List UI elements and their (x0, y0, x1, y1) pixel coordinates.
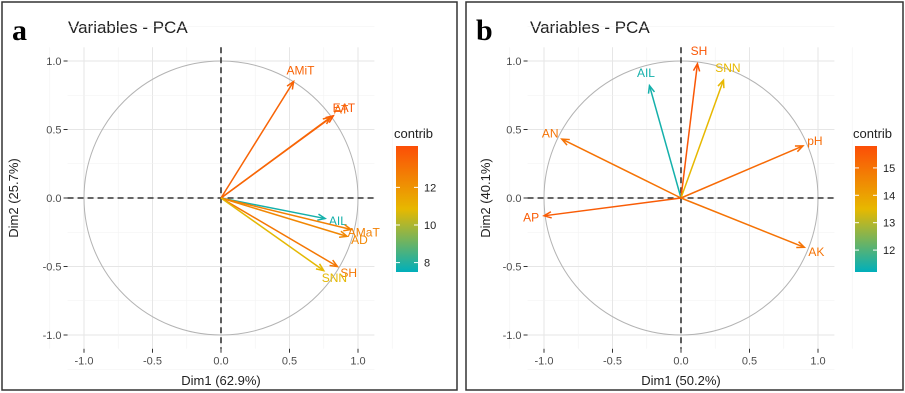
panel-a: a Variables - PCA -1.0 -0.5 0.0 0.5 1.0-1.0-… (1, 1, 458, 391)
x-tick-label: -1.0 (75, 356, 94, 368)
y-tick-label: 0.5 (46, 125, 61, 137)
arrowhead (717, 78, 725, 89)
panel-b-vectors: AIL SH SNN AN pH AP AK (523, 44, 824, 259)
x-tick-label: 1.0 (350, 356, 365, 368)
arrowhead (343, 224, 354, 232)
panel-a-ticks: -1.0 -0.5 0.0 0.5 1.0 -1.0 -0.5 0.0 0.5 1.0 (43, 56, 366, 368)
legend-tick-label: 12 (424, 182, 436, 194)
panel-b-legend-title: contrib (853, 126, 892, 141)
y-tick-label: -0.5 (43, 262, 62, 274)
panel-b: b Variables - PCA -1.0 -0.5 0.0 0.5 1.0-1.0-… (465, 1, 904, 391)
panel-b-legend-bar (855, 146, 877, 272)
arrowhead (692, 61, 701, 72)
vector-ail (220, 197, 326, 220)
arrowhead (329, 259, 340, 268)
arrowhead (317, 213, 328, 221)
x-tick-label: 0.0 (673, 356, 688, 368)
vector-ak (680, 197, 805, 249)
panel-a-legend-ticks: 8 10 12 (396, 182, 436, 270)
arrowhead (339, 230, 349, 238)
y-tick-label: -0.5 (503, 262, 522, 274)
vector-an (561, 138, 682, 199)
arrowhead (286, 79, 295, 90)
arrowhead (315, 263, 326, 272)
x-tick-label: 0.5 (282, 356, 297, 368)
panel-a-border (1, 1, 458, 391)
y-tick-label: 0.0 (506, 193, 521, 205)
arrowhead (542, 211, 552, 219)
panel-a-title: Variables - PCA (68, 18, 188, 37)
vector-amit (220, 81, 295, 199)
vector-label-an: AN (542, 126, 559, 140)
panel-b-xlabel: Dim1 (50.2%) (641, 373, 720, 388)
panel-a-legend-bar (396, 146, 418, 272)
vector-ad (220, 197, 348, 238)
vector-ph (680, 145, 804, 199)
vector-sh (680, 63, 699, 199)
legend-tick-label: 10 (424, 220, 436, 232)
vector-sh (220, 197, 338, 268)
legend-tick-label: 8 (424, 258, 430, 270)
vector-label-ail: AIL (637, 66, 655, 80)
vector-amat (220, 197, 352, 231)
vector-label-ap: AP (523, 210, 539, 224)
y-tick-label: 1.0 (46, 56, 61, 68)
x-tick-label: 0.0 (213, 356, 228, 368)
y-tick-label: -1.0 (503, 330, 522, 342)
vector-label-ph: pH (807, 134, 822, 148)
vector-ap (543, 197, 682, 217)
vector-label-amit: AMiT (286, 64, 315, 78)
vector-label-ad: AD (351, 233, 368, 247)
x-tick-label: 1.0 (810, 356, 825, 368)
x-tick-label: 0.5 (742, 356, 757, 368)
y-tick-label: 0.0 (46, 193, 61, 205)
legend-tick-label: 15 (883, 163, 895, 175)
y-tick-label: -1.0 (43, 330, 62, 342)
vector-label-eat: EAT (333, 101, 356, 115)
panel-a-letter: a (12, 14, 27, 47)
vector-snn (220, 197, 325, 272)
vector-at (220, 116, 332, 199)
x-tick-label: -0.5 (143, 356, 162, 368)
y-tick-label: 1.0 (506, 56, 521, 68)
vector-ail (648, 85, 682, 199)
vector-label-amat: AMaT (348, 226, 381, 240)
arrowhead (647, 83, 656, 94)
x-tick-label: -1.0 (535, 356, 554, 368)
legend-tick-label: 13 (883, 218, 895, 230)
panel-b-legend-ticks: 12 13 14 15 (855, 163, 895, 257)
x-tick-label: -0.5 (603, 356, 622, 368)
y-tick-label: 0.5 (506, 125, 521, 137)
arrowhead (794, 145, 805, 153)
arrowhead (322, 116, 333, 125)
vector-label-sh: SH (691, 44, 708, 58)
vector-label-snn: SNN (715, 61, 740, 75)
panel-a-legend-title: contrib (394, 126, 433, 141)
vector-label-sh: SH (340, 266, 357, 280)
legend-tick-label: 14 (883, 190, 895, 202)
panel-a-xlabel: Dim1 (62.9%) (181, 373, 260, 388)
panel-b-ylabel: Dim2 (40.1%) (478, 158, 493, 237)
panel-b-ticks: -1.0 -0.5 0.0 0.5 1.0 -1.0 -0.5 0.0 0.5 1.0 (503, 56, 826, 368)
panel-b-title: Variables - PCA (530, 18, 650, 37)
panel-a-ylabel: Dim2 (25.7%) (6, 158, 21, 237)
vector-snn (680, 79, 725, 199)
panel-b-letter: b (476, 14, 493, 47)
arrowhead (560, 138, 570, 146)
vector-label-at: AT (334, 102, 349, 116)
vector-label-ak: AK (808, 245, 824, 259)
vector-label-snn: SNN (322, 271, 347, 285)
panel-a-plot-bg (44, 45, 374, 355)
panel-b-border (465, 1, 904, 391)
legend-tick-label: 12 (883, 245, 895, 257)
arrowhead (796, 241, 807, 249)
